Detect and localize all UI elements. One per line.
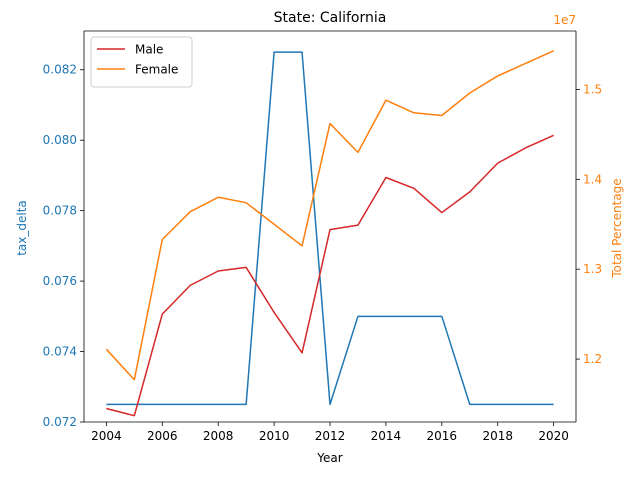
series-line-tax-delta: [106, 51, 554, 406]
series-line-female: [105, 50, 554, 381]
left-y-tick-label: 0.072: [43, 415, 77, 429]
legend-label-female: Female: [135, 63, 178, 77]
left-axis-label: tax_delta: [15, 200, 29, 256]
x-tick-label: 2006: [147, 429, 178, 443]
left-y-tick-label: 0.076: [43, 274, 77, 288]
x-tick-label: 2018: [482, 429, 513, 443]
chart-title: State: California: [274, 10, 387, 26]
left-y-tick-label: 0.080: [43, 133, 77, 147]
x-tick-label: 2008: [203, 429, 234, 443]
right-y-tick-label: 1.4: [583, 172, 602, 186]
chart-axes: 2004 2006 2008 2010 2012 2014 2016 2018 2020 0.07…: [43, 30, 602, 443]
left-y-tick-label: 0.074: [43, 345, 77, 359]
x-tick-label: 2012: [315, 429, 346, 443]
left-y-tick-label: 0.082: [43, 63, 77, 77]
right-y-tick-label: 1.5: [583, 82, 602, 96]
x-tick-label: 2016: [427, 429, 458, 443]
x-tick-label: 2020: [538, 429, 569, 443]
right-y-tick-label: 1.2: [583, 352, 602, 366]
legend-label-male: Male: [135, 43, 163, 57]
right-y-tick-label: 1.3: [583, 262, 602, 276]
x-axis-label: Year: [316, 451, 342, 465]
x-tick-label: 2004: [91, 429, 122, 443]
chart-marks: [105, 50, 554, 417]
legend: Male Female: [90, 36, 193, 88]
x-tick-label: 2010: [259, 429, 290, 443]
right-axis-offset-label: 1e7: [553, 13, 576, 27]
left-y-tick-label: 0.078: [43, 204, 77, 218]
right-axis-label: Total Percentage: [610, 178, 624, 278]
x-tick-label: 2014: [371, 429, 402, 443]
series-line-male: [106, 134, 554, 417]
